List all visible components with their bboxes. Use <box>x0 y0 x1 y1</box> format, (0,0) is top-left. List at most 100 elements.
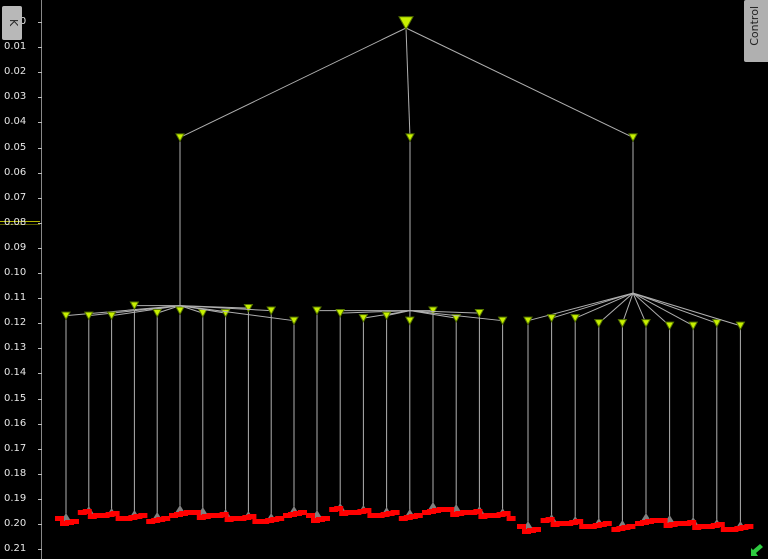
branch-node[interactable] <box>175 133 185 143</box>
leaf-marker <box>55 516 64 521</box>
cluster-node[interactable] <box>688 321 699 331</box>
leaf-marker <box>298 510 307 515</box>
control-tab-label: Control <box>748 6 761 46</box>
branch-node[interactable] <box>628 133 638 143</box>
cluster-node[interactable] <box>61 311 71 321</box>
cluster-node[interactable] <box>664 321 675 331</box>
axis-tick-mark <box>38 448 42 450</box>
cluster-node[interactable] <box>83 311 94 321</box>
leaf-marker <box>579 524 589 529</box>
cluster-node[interactable] <box>641 319 651 328</box>
leaf-marker <box>517 524 526 529</box>
cluster-edge <box>111 305 181 317</box>
cluster-node[interactable] <box>106 311 117 321</box>
leaf-marker <box>550 522 560 527</box>
cluster-edge <box>386 310 411 317</box>
branch-node[interactable] <box>405 133 415 143</box>
cluster-node[interactable] <box>497 316 508 326</box>
leaf-marker <box>344 510 354 515</box>
cluster-edge <box>409 310 480 314</box>
leaf-marker <box>196 515 206 520</box>
cut-level-marker[interactable] <box>0 221 40 222</box>
cluster-node[interactable] <box>175 306 185 316</box>
axis-tick-mark <box>38 122 42 124</box>
axis-tick-label: 0.15 <box>4 392 27 404</box>
leaf-marker <box>506 516 516 521</box>
leaf-marker <box>265 518 275 523</box>
axis-tick-label: 0.09 <box>4 241 27 253</box>
cluster-node[interactable] <box>711 319 722 328</box>
height-axis: 0.000.010.020.030.040.050.060.070.080.09… <box>0 0 42 559</box>
cluster-node[interactable] <box>335 309 346 318</box>
axis-tick-label: 0.07 <box>4 191 27 203</box>
leaf-marker <box>450 512 460 517</box>
axis-tick-mark <box>38 373 42 375</box>
cluster-node[interactable] <box>197 309 208 318</box>
root-node[interactable] <box>398 16 414 31</box>
leaf-marker <box>437 507 446 512</box>
cluster-node[interactable] <box>451 314 462 323</box>
leaf-marker <box>237 516 247 521</box>
leaf-marker <box>247 514 257 519</box>
leaf-marker <box>380 512 390 517</box>
cluster-node[interactable] <box>546 314 557 323</box>
leaf-marker <box>357 509 367 514</box>
cluster-node[interactable] <box>243 304 254 313</box>
axis-tick-label: 0.17 <box>4 442 27 454</box>
cluster-edge <box>527 292 634 322</box>
cluster-node[interactable] <box>428 306 438 316</box>
leaf-marker <box>288 512 297 517</box>
leaf-marker <box>352 510 362 515</box>
leaf-marker <box>650 518 659 523</box>
cluster-node[interactable] <box>381 311 392 321</box>
axis-tick-label: 0.04 <box>4 116 27 128</box>
cluster-edge <box>179 305 203 314</box>
cluster-node[interactable] <box>289 316 299 326</box>
axis-tick-label: 0.13 <box>4 342 27 354</box>
cluster-node[interactable] <box>152 309 163 318</box>
leaf-marker <box>744 524 754 529</box>
leaf-marker <box>133 514 143 519</box>
axis-tick-label: 0.02 <box>4 66 27 78</box>
leaf-marker <box>306 513 315 518</box>
leaf-marker <box>663 523 673 528</box>
cluster-node[interactable] <box>312 306 322 316</box>
leaf-marker <box>635 521 644 526</box>
cluster-node[interactable] <box>523 316 533 326</box>
k-tab[interactable]: K <box>2 6 22 40</box>
cluster-node[interactable] <box>358 314 369 323</box>
leaf-marker <box>668 522 678 527</box>
axis-tick-label: 0.20 <box>4 518 27 529</box>
cluster-node[interactable] <box>266 306 277 316</box>
leaf-marker <box>191 510 201 515</box>
leaf-marker <box>92 513 102 518</box>
axis-tick-mark <box>38 22 42 23</box>
cluster-node[interactable] <box>404 316 415 326</box>
leaf-marker <box>734 526 744 531</box>
leaf-marker <box>82 509 92 514</box>
axis-tick-mark <box>38 348 42 350</box>
leaf-marker <box>321 516 330 521</box>
leaf-marker <box>398 516 408 521</box>
leaf-marker <box>540 518 550 523</box>
leaf-marker <box>715 522 725 527</box>
leaf-marker <box>555 521 565 526</box>
cluster-edge <box>621 292 634 324</box>
cluster-node[interactable] <box>617 319 628 328</box>
cluster-node[interactable] <box>570 314 581 323</box>
cluster-node[interactable] <box>593 319 604 328</box>
cluster-node[interactable] <box>474 309 485 318</box>
leaf-marker <box>77 510 87 515</box>
k-tab-label: K <box>7 19 20 27</box>
cluster-edge <box>632 292 717 324</box>
cluster-node[interactable] <box>129 301 140 311</box>
resize-arrow-icon[interactable] <box>750 543 764 557</box>
leaf-marker <box>316 517 325 522</box>
leaf-marker <box>564 521 574 526</box>
leaf-marker <box>339 511 349 516</box>
cluster-edge <box>551 292 634 319</box>
control-tab[interactable]: Control <box>744 0 768 62</box>
cluster-node[interactable] <box>735 321 746 331</box>
